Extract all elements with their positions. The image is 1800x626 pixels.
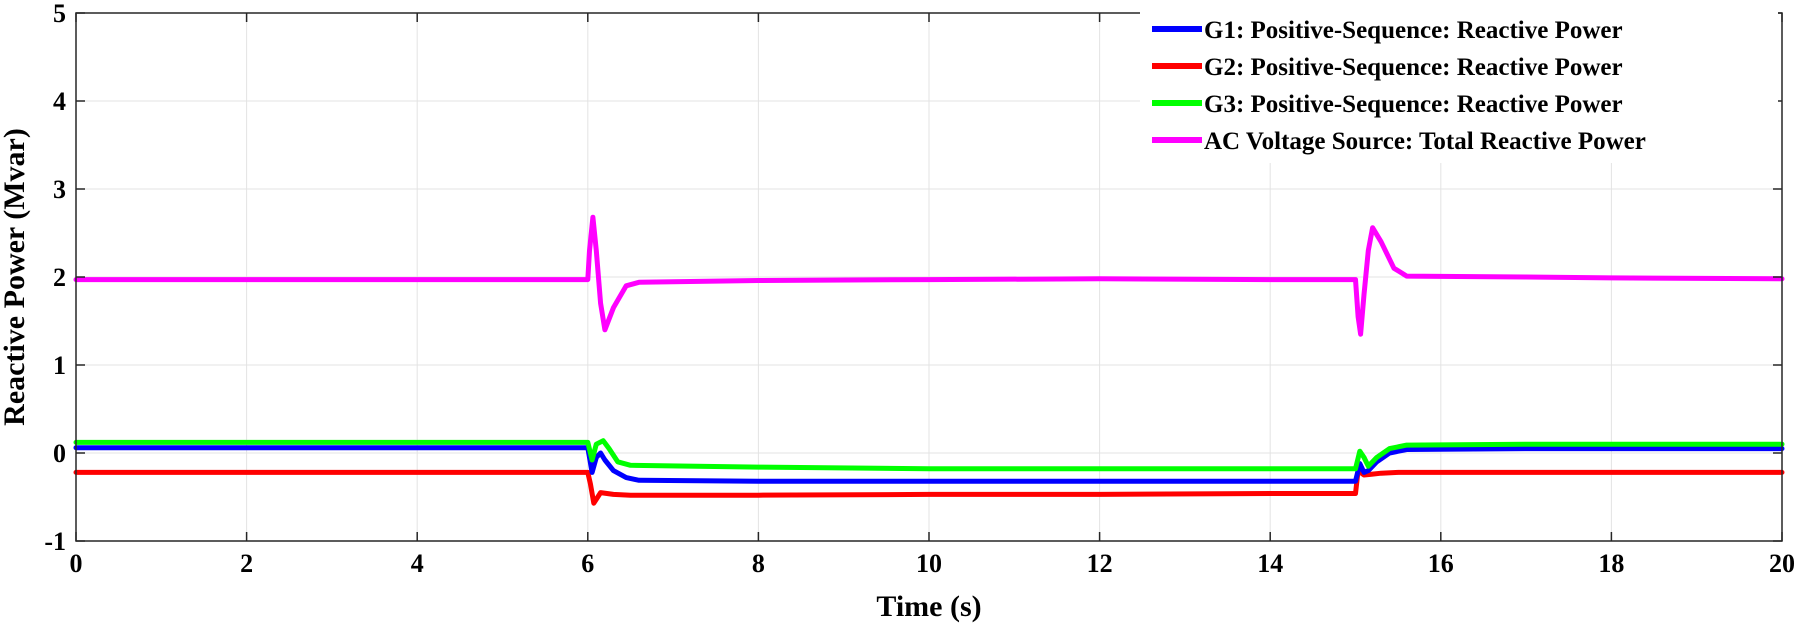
x-tick-label: 2 bbox=[240, 549, 253, 578]
legend-label: AC Voltage Source: Total Reactive Power bbox=[1204, 128, 1646, 155]
series-group bbox=[73, 214, 1785, 506]
legend-box bbox=[1140, 9, 1778, 163]
legend: G1: Positive-Sequence: Reactive Power G2:… bbox=[1140, 9, 1778, 163]
series-line-1 bbox=[73, 445, 1785, 484]
y-tick-label: 4 bbox=[53, 87, 66, 116]
y-axis-title: Reactive Power (Mvar) bbox=[0, 128, 31, 426]
x-tick-label: 4 bbox=[411, 549, 424, 578]
y-tick-label: -1 bbox=[44, 527, 66, 556]
x-tick-label: 0 bbox=[70, 549, 83, 578]
legend-label: G2: Positive-Sequence: Reactive Power bbox=[1204, 54, 1623, 81]
legend-label: G3: Positive-Sequence: Reactive Power bbox=[1204, 91, 1623, 118]
y-tick-label: 1 bbox=[53, 351, 66, 380]
y-tick-label: 2 bbox=[53, 263, 66, 292]
x-tick-label: 14 bbox=[1257, 549, 1283, 578]
y-tick-label: 5 bbox=[53, 0, 66, 28]
y-tick-label: 3 bbox=[53, 175, 66, 204]
x-tick-label: 12 bbox=[1087, 549, 1113, 578]
legend-label: G1: Positive-Sequence: Reactive Power bbox=[1204, 17, 1623, 44]
series-line-2 bbox=[73, 468, 1785, 506]
x-tick-label: 10 bbox=[916, 549, 942, 578]
x-tick-label: 8 bbox=[752, 549, 765, 578]
x-tick-label: 20 bbox=[1769, 549, 1795, 578]
series-line-4 bbox=[73, 214, 1785, 337]
y-tick-label: 0 bbox=[53, 439, 66, 468]
x-tick-label: 18 bbox=[1598, 549, 1624, 578]
series-line-3 bbox=[73, 438, 1785, 472]
x-tick-label: 6 bbox=[581, 549, 594, 578]
x-axis-title: Time (s) bbox=[876, 590, 981, 623]
x-tick-label: 16 bbox=[1428, 549, 1454, 578]
